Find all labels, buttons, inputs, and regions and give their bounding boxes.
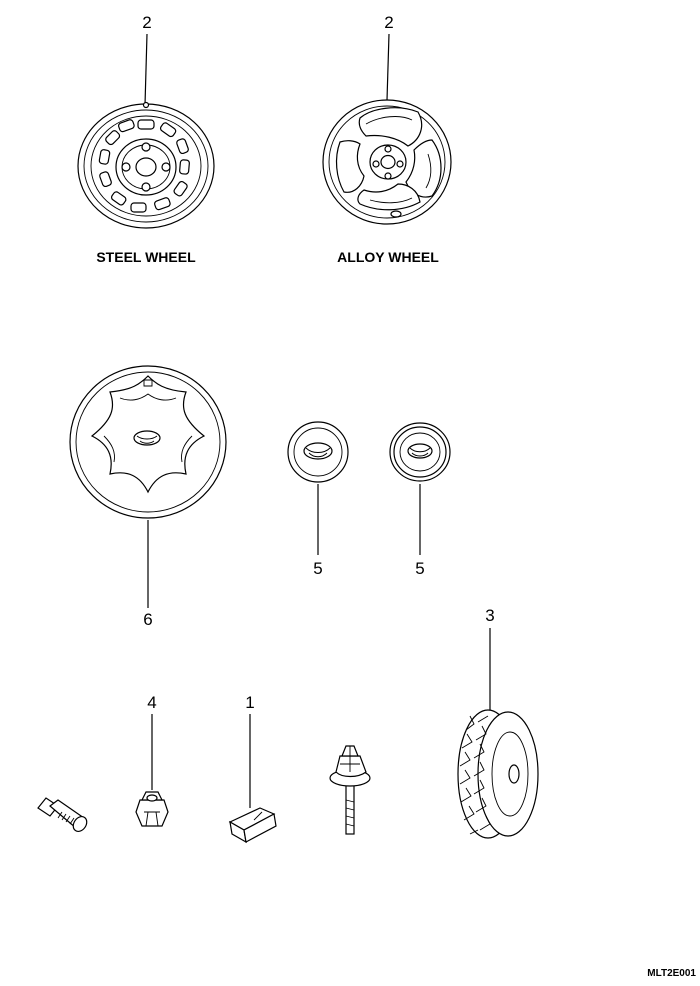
callout-number: 6 [143, 610, 152, 629]
callout-number: 2 [384, 13, 393, 32]
alloy-wheel-caption: ALLOY WHEEL [337, 249, 439, 265]
callout-number: 5 [415, 559, 424, 578]
steel-wheel: 2 STEEL WHEEL [77, 13, 215, 265]
lug-bolt [329, 745, 371, 835]
steel-wheel-caption: STEEL WHEEL [96, 249, 196, 265]
tire: 3 [457, 606, 539, 839]
tread-pattern [459, 715, 491, 835]
center-cap-left: 5 [287, 421, 349, 578]
valve-stem [37, 797, 88, 833]
leader-line [386, 33, 390, 101]
wheel-cover: 6 [69, 365, 227, 629]
callout-number: 1 [245, 693, 254, 712]
callout-number: 5 [313, 559, 322, 578]
wheel-nut: 4 [135, 693, 169, 827]
center-cap-right: 5 [389, 422, 451, 578]
leader-line [144, 33, 148, 106]
callout-number: 2 [142, 13, 151, 32]
vent-holes [98, 119, 190, 213]
figure-code: MLT2E001 [647, 968, 696, 979]
callout-number: 4 [147, 693, 156, 712]
balance-weight: 1 [228, 693, 277, 844]
callout-number: 3 [485, 606, 494, 625]
alloy-wheel: 2 ALLOY WHEEL [322, 13, 452, 265]
